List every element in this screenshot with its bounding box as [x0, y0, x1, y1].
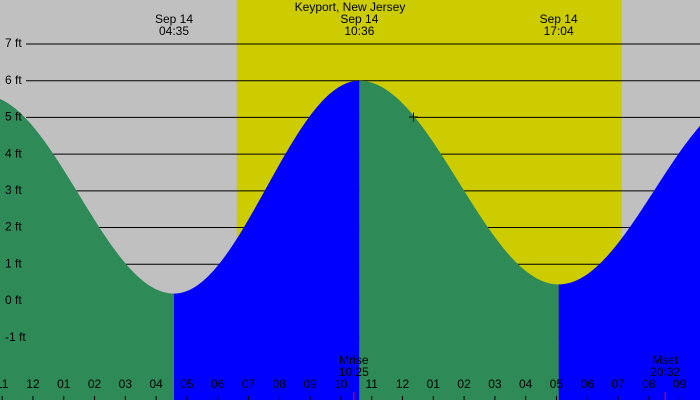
extreme-date: Sep 14: [340, 12, 378, 26]
x-tick-label: 02: [88, 377, 102, 391]
y-tick-label: 1 ft: [5, 256, 22, 270]
x-tick-label: 09: [303, 377, 317, 391]
y-tick-label: 4 ft: [5, 146, 22, 160]
y-tick-label: 2 ft: [5, 220, 22, 234]
extreme-time: 04:35: [159, 24, 189, 38]
x-tick-label: 05: [550, 377, 564, 391]
x-tick-label: 11: [365, 377, 378, 391]
x-tick-label: 08: [273, 377, 287, 391]
y-tick-label: -1 ft: [5, 330, 26, 344]
x-tick-label: 04: [519, 377, 533, 391]
y-tick-label: 7 ft: [5, 36, 22, 50]
x-tick-label: 12: [396, 377, 410, 391]
x-tick-label: 03: [488, 377, 502, 391]
rising-tide: [174, 80, 360, 400]
cursor-crosshair: [409, 112, 418, 122]
moon-time: 20:32: [650, 365, 680, 379]
x-tick-label: 01: [57, 377, 71, 391]
x-tick-label: 07: [242, 377, 256, 391]
x-tick-label: 03: [119, 377, 133, 391]
x-tick-label: 06: [211, 377, 225, 391]
y-tick-label: 0 ft: [5, 293, 22, 307]
moon-time: 10:25: [339, 365, 369, 379]
x-tick-label: 06: [581, 377, 595, 391]
moon-label: Mset: [652, 353, 679, 367]
extreme-date: Sep 14: [155, 12, 193, 26]
falling-tide: [359, 80, 559, 400]
x-tick-label: 08: [642, 377, 656, 391]
x-tick-label: 01: [427, 377, 441, 391]
x-tick-label: 09: [673, 377, 687, 391]
moon-label: Mrise: [339, 353, 369, 367]
extreme-date: Sep 14: [540, 12, 578, 26]
extreme-time: 17:04: [544, 24, 574, 38]
x-tick-label: 10: [334, 377, 348, 391]
y-tick-label: 3 ft: [5, 183, 22, 197]
x-tick-label: 12: [26, 377, 40, 391]
y-tick-label: 6 ft: [5, 73, 22, 87]
x-tick-label: 04: [149, 377, 163, 391]
x-tick-label: 02: [457, 377, 471, 391]
x-tick-label: 11: [0, 377, 9, 391]
x-tick-label: 05: [180, 377, 194, 391]
extreme-time: 10:36: [344, 24, 374, 38]
chart-title: Keyport, New Jersey: [295, 0, 406, 14]
rising-tide: [558, 125, 700, 400]
x-tick-label: 07: [611, 377, 625, 391]
y-tick-label: 5 ft: [5, 110, 22, 124]
falling-tide: [0, 98, 174, 400]
